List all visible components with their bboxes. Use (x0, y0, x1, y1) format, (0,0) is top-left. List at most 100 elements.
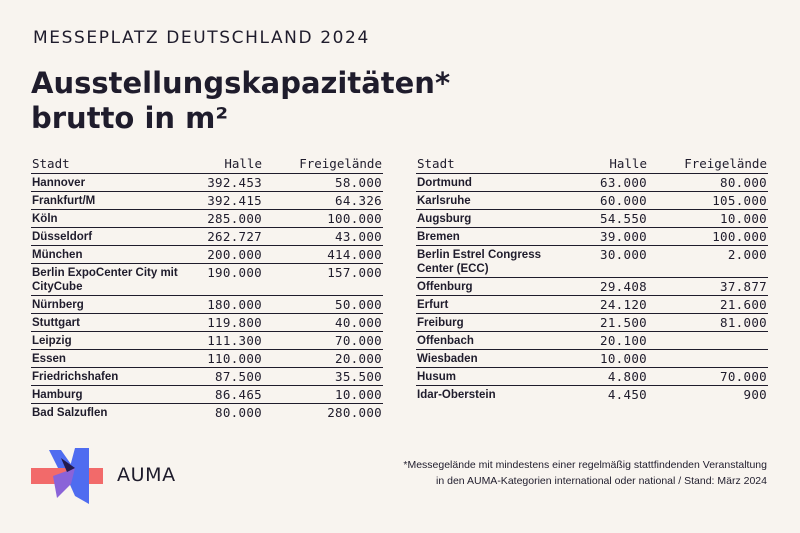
city-cell: Erfurt (416, 295, 566, 314)
table-row: München 200.000 414.000 (31, 245, 383, 264)
hall-value-cell: 262.727 (181, 227, 263, 246)
title-line-2: brutto in m² (31, 101, 229, 135)
kicker: MESSEPLATZ DEUTSCHLAND 2024 (33, 28, 370, 48)
hall-value-cell: 4.450 (607, 387, 647, 402)
open-area-value-cell: 37.877 (648, 277, 768, 296)
table-row: Stuttgart 119.800 40.000 (31, 313, 383, 332)
table-row: Augsburg 54.550 10.000 (416, 209, 768, 228)
hall-value-cell: 30.000 (566, 245, 648, 278)
hall-value-cell: 87.500 (181, 367, 263, 386)
city-cell: Berlin ExpoCenter City mit CityCube (31, 263, 181, 296)
table-row: Offenbach 20.100 (416, 331, 768, 350)
city-cell: Stuttgart (31, 313, 181, 332)
table-body-right: Dortmund 63.000 80.000 Karlsruhe 60.000 105.0… (416, 173, 768, 404)
title-line-1: Ausstellungskapazitäten* (31, 66, 451, 100)
hall-value-cell: 392.453 (181, 173, 263, 192)
hall-value-cell: 24.120 (566, 295, 648, 314)
column-header-open: Freigelände (648, 154, 768, 174)
open-area-value-cell: 2.000 (648, 245, 768, 278)
table-row: Nürnberg 180.000 50.000 (31, 295, 383, 314)
table-row: Karlsruhe 60.000 105.000 (416, 191, 768, 210)
open-area-value-cell: 40.000 (263, 313, 383, 332)
open-area-value-cell: 900 (743, 387, 767, 402)
table-row: Offenburg 29.408 37.877 (416, 277, 768, 296)
footnote: *Messegelände mit mindestens einer regel… (387, 457, 767, 489)
table-row: Erfurt 24.120 21.600 (416, 295, 768, 314)
column-header-hall: Halle (566, 154, 648, 174)
city-cell: Hannover (31, 173, 181, 192)
open-area-value-cell: 10.000 (648, 209, 768, 228)
open-area-value-cell: 100.000 (263, 209, 383, 228)
table-row: Köln 285.000 100.000 (31, 209, 383, 228)
hall-value-cell: 54.550 (566, 209, 648, 228)
city-cell: Wiesbaden (416, 349, 566, 368)
hall-value-cell: 180.000 (181, 295, 263, 314)
open-area-value-cell: 81.000 (648, 313, 768, 332)
table-row: Leipzig 111.300 70.000 (31, 331, 383, 350)
open-area-value-cell: 70.000 (263, 331, 383, 350)
hall-value-cell: 80.000 (215, 405, 262, 420)
open-area-value-cell (648, 349, 768, 368)
city-cell: Frankfurt/M (31, 191, 181, 210)
city-cell: Bad Salzuflen (32, 407, 108, 419)
column-header-city: Stadt (416, 154, 566, 174)
table-row: Bremen 39.000 100.000 (416, 227, 768, 246)
city-cell: Düsseldorf (31, 227, 181, 246)
city-cell: Berlin Estrel Congress Center (ECC) (416, 245, 566, 278)
open-area-value-cell: 105.000 (648, 191, 768, 210)
brand-name: AUMA (117, 464, 176, 486)
open-area-value-cell: 280.000 (327, 405, 382, 420)
city-cell: Nürnberg (31, 295, 181, 314)
open-area-value-cell: 20.000 (263, 349, 383, 368)
city-cell: Friedrichshafen (31, 367, 181, 386)
logo-shape-purple-overlap (53, 468, 75, 498)
logo-shape-dark-notch (61, 458, 75, 472)
capacity-table-right: Stadt Halle Freigelände Dortmund 63.000 80… (416, 154, 768, 403)
city-cell: Augsburg (416, 209, 566, 228)
open-area-value-cell: 10.000 (263, 385, 383, 404)
column-header-open: Freigelände (263, 154, 383, 174)
city-cell: Hamburg (31, 385, 181, 404)
hall-value-cell: 39.000 (566, 227, 648, 246)
city-cell: Essen (31, 349, 181, 368)
table-row: Frankfurt/M 392.415 64.326 (31, 191, 383, 210)
open-area-value-cell: 80.000 (648, 173, 768, 192)
table-row: Husum 4.800 70.000 (416, 367, 768, 386)
open-area-value-cell: 35.500 (263, 367, 383, 386)
city-cell: Bremen (416, 227, 566, 246)
hall-value-cell: 392.415 (181, 191, 263, 210)
page-title: Ausstellungskapazitäten* brutto in m² (31, 66, 551, 136)
city-cell: Husum (416, 367, 566, 386)
hall-value-cell: 29.408 (566, 277, 648, 296)
open-area-value-cell: 21.600 (648, 295, 768, 314)
city-cell: Köln (31, 209, 181, 228)
city-cell: Dortmund (416, 173, 566, 192)
open-area-value-cell: 64.326 (263, 191, 383, 210)
table-row: Friedrichshafen 87.500 35.500 (31, 367, 383, 386)
footnote-line-1: *Messegelände mit mindestens einer regel… (403, 459, 767, 471)
table-row: Düsseldorf 262.727 43.000 (31, 227, 383, 246)
hall-value-cell: 10.000 (566, 349, 648, 368)
footnote-line-2: in den AUMA-Kategorien international ode… (436, 475, 767, 487)
city-cell: München (31, 245, 181, 264)
hall-value-cell: 63.000 (566, 173, 648, 192)
city-cell: Freiburg (416, 313, 566, 332)
city-cell: Leipzig (31, 331, 181, 350)
table-row: Hannover 392.453 58.000 (31, 173, 383, 192)
open-area-value-cell: 157.000 (263, 263, 383, 296)
city-cell: Offenburg (416, 277, 566, 296)
city-cell: Karlsruhe (416, 191, 566, 210)
hall-value-cell: 110.000 (181, 349, 263, 368)
table-header-row: Stadt Halle Freigelände (31, 154, 383, 174)
table-row: Essen 110.000 20.000 (31, 349, 383, 368)
hall-value-cell: 111.300 (181, 331, 263, 350)
open-area-value-cell: 43.000 (263, 227, 383, 246)
open-area-value-cell: 414.000 (263, 245, 383, 264)
table-row: Berlin ExpoCenter City mit CityCube 190.0… (31, 263, 383, 296)
hall-value-cell: 20.100 (566, 331, 648, 350)
capacity-table-left: Stadt Halle Freigelände Hannover 392.453 5… (31, 154, 383, 421)
open-area-value-cell: 100.000 (648, 227, 768, 246)
hall-value-cell: 119.800 (181, 313, 263, 332)
open-area-value-cell (648, 331, 768, 350)
open-area-value-cell: 50.000 (263, 295, 383, 314)
